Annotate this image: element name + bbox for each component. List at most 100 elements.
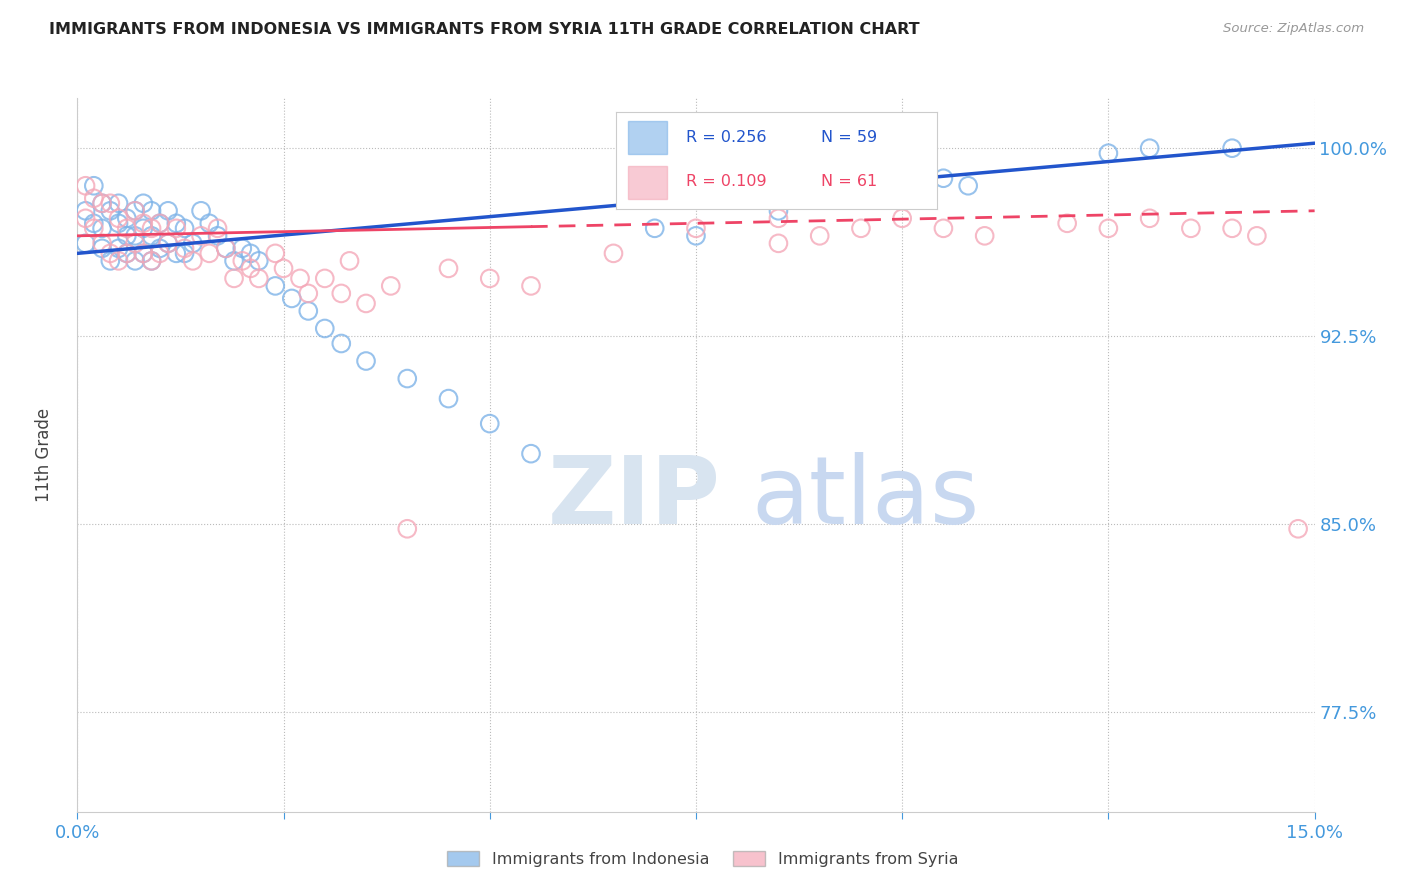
- Point: [141, 221, 163, 235]
- Point: [107, 241, 129, 255]
- Point: [1286, 522, 1309, 536]
- Point: [396, 522, 419, 536]
- Point: [173, 246, 195, 260]
- Point: [1220, 141, 1243, 155]
- Point: [891, 211, 914, 226]
- Point: [91, 241, 114, 255]
- Point: [91, 196, 114, 211]
- Point: [98, 196, 121, 211]
- Point: [198, 246, 221, 260]
- Text: IMMIGRANTS FROM INDONESIA VS IMMIGRANTS FROM SYRIA 11TH GRADE CORRELATION CHART: IMMIGRANTS FROM INDONESIA VS IMMIGRANTS …: [49, 22, 920, 37]
- Point: [124, 236, 146, 251]
- Point: [215, 241, 238, 255]
- Point: [115, 246, 138, 260]
- Point: [98, 253, 121, 268]
- Point: [157, 236, 180, 251]
- Point: [520, 279, 543, 293]
- Point: [273, 261, 295, 276]
- Point: [247, 271, 270, 285]
- Point: [165, 216, 187, 230]
- Point: [83, 178, 105, 193]
- Point: [165, 246, 187, 260]
- Point: [124, 203, 146, 218]
- Point: [75, 178, 97, 193]
- Point: [1139, 211, 1161, 226]
- Point: [83, 216, 105, 230]
- Point: [75, 236, 97, 251]
- Point: [190, 228, 212, 243]
- Point: [141, 253, 163, 268]
- Point: [231, 253, 253, 268]
- Point: [330, 286, 353, 301]
- Point: [115, 246, 138, 260]
- Point: [478, 417, 501, 431]
- Point: [98, 246, 121, 260]
- Point: [165, 221, 187, 235]
- Legend: Immigrants from Indonesia, Immigrants from Syria: Immigrants from Indonesia, Immigrants fr…: [439, 844, 967, 875]
- Point: [75, 203, 97, 218]
- Point: [1056, 216, 1078, 230]
- Point: [314, 271, 336, 285]
- Point: [339, 253, 361, 268]
- Point: [239, 261, 262, 276]
- Point: [181, 236, 204, 251]
- Point: [1180, 221, 1202, 235]
- Point: [437, 261, 460, 276]
- Y-axis label: 11th Grade: 11th Grade: [35, 408, 52, 502]
- Point: [1220, 221, 1243, 235]
- Point: [198, 216, 221, 230]
- Point: [297, 286, 319, 301]
- Point: [247, 253, 270, 268]
- Point: [396, 371, 419, 385]
- Point: [685, 221, 707, 235]
- Point: [181, 253, 204, 268]
- Point: [91, 221, 114, 235]
- Point: [808, 228, 831, 243]
- Point: [149, 246, 172, 260]
- Point: [1097, 221, 1119, 235]
- Point: [264, 279, 287, 293]
- Point: [768, 203, 790, 218]
- Point: [207, 228, 229, 243]
- Point: [768, 236, 790, 251]
- Point: [190, 203, 212, 218]
- Point: [141, 203, 163, 218]
- Point: [354, 354, 377, 368]
- Text: atlas: atlas: [752, 451, 980, 544]
- Point: [768, 211, 790, 226]
- Point: [157, 203, 180, 218]
- Point: [1246, 228, 1268, 243]
- Point: [132, 246, 155, 260]
- Point: [297, 304, 319, 318]
- Point: [149, 241, 172, 255]
- Point: [478, 271, 501, 285]
- Text: ZIP: ZIP: [547, 451, 720, 544]
- Point: [207, 221, 229, 235]
- Point: [115, 228, 138, 243]
- Point: [75, 211, 97, 226]
- Point: [132, 196, 155, 211]
- Point: [115, 211, 138, 226]
- Point: [141, 253, 163, 268]
- Point: [973, 228, 995, 243]
- Point: [83, 221, 105, 235]
- Point: [685, 228, 707, 243]
- Point: [380, 279, 402, 293]
- Point: [132, 246, 155, 260]
- Point: [115, 221, 138, 235]
- Text: Source: ZipAtlas.com: Source: ZipAtlas.com: [1223, 22, 1364, 36]
- Point: [173, 241, 195, 255]
- Point: [222, 253, 245, 268]
- Point: [124, 253, 146, 268]
- Point: [215, 241, 238, 255]
- Point: [91, 196, 114, 211]
- Point: [149, 216, 172, 230]
- Point: [437, 392, 460, 406]
- Point: [124, 203, 146, 218]
- Point: [1097, 146, 1119, 161]
- Point: [314, 321, 336, 335]
- Point: [107, 211, 129, 226]
- Point: [957, 178, 980, 193]
- Point: [354, 296, 377, 310]
- Point: [132, 216, 155, 230]
